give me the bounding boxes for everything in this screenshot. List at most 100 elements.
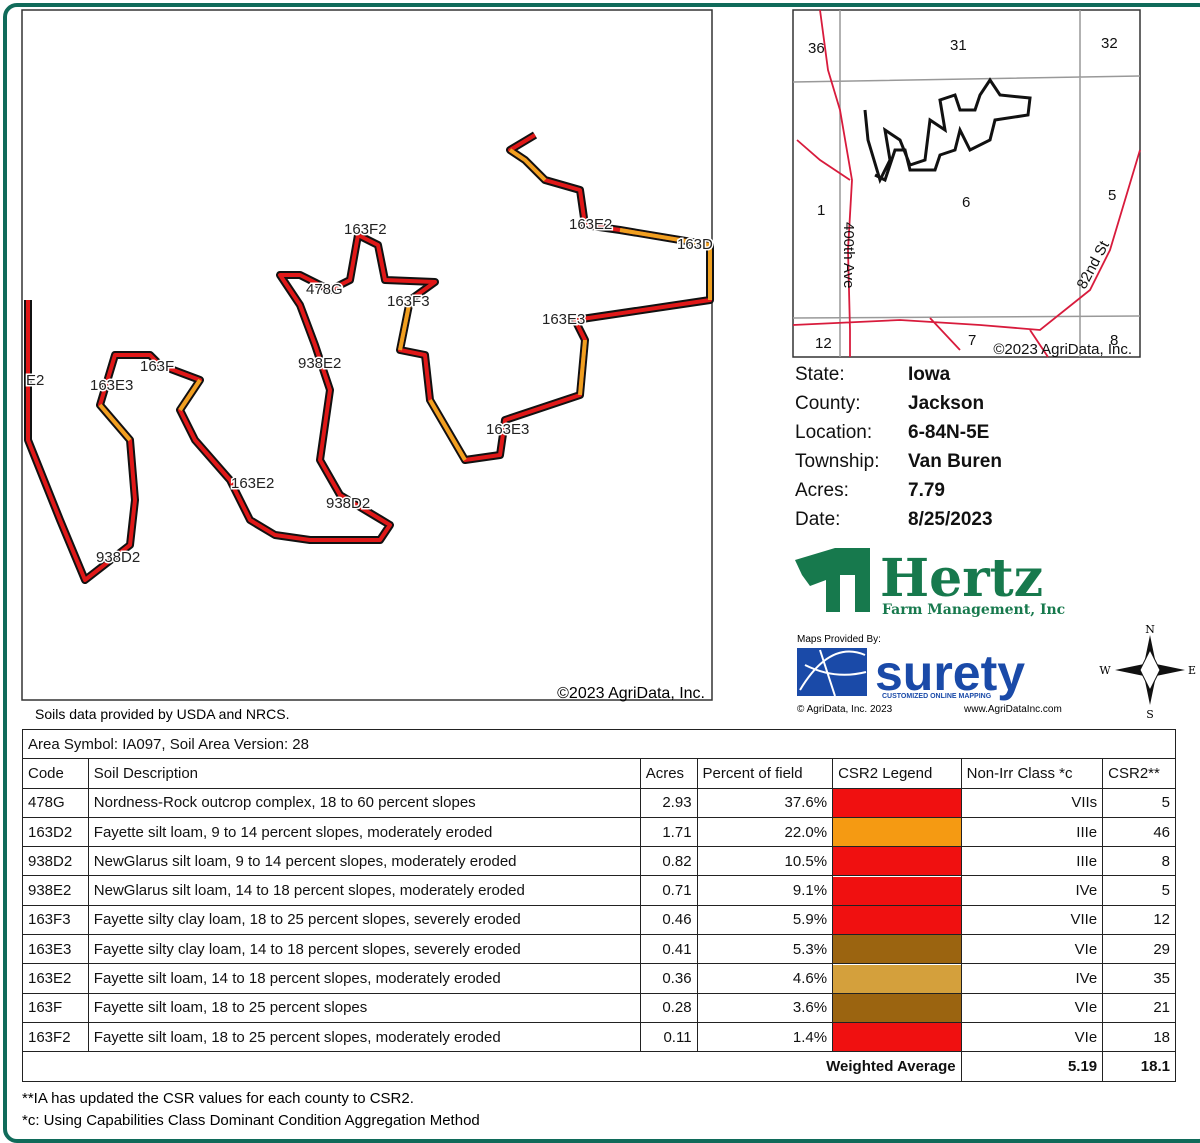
code: 163D2 — [22, 816, 89, 848]
section-lines — [792, 10, 1141, 357]
compass: N S E W — [1099, 623, 1196, 721]
table-row: 163F Fayette silt loam, 18 to 25 percent … — [22, 992, 1176, 1023]
info-value: 8/25/2023 — [908, 509, 993, 530]
swatch — [833, 876, 961, 905]
info-row: County: Jackson — [795, 389, 1002, 418]
csr2: 21 — [1102, 992, 1176, 1023]
code: 163F2 — [22, 1021, 89, 1053]
compass-center — [1139, 648, 1161, 692]
non-irr-class: IIIe — [960, 816, 1104, 848]
footnotes: **IA has updated the CSR values for each… — [22, 1088, 480, 1132]
code: 938E2 — [22, 875, 89, 906]
compass-e: E — [1188, 664, 1196, 677]
table-row: 938D2 NewGlarus silt loam, 9 to 14 percen… — [22, 846, 1176, 877]
section-label: 12 — [815, 335, 832, 352]
info-list: State: Iowa County: Jackson Location: 6-84N-5… — [795, 360, 1002, 534]
column-header: CSR2** — [1102, 758, 1176, 789]
inset-copyright: ©2023 AgriData, Inc. — [993, 341, 1132, 358]
table-row: 163F3 Fayette silty clay loam, 18 to 25 p… — [22, 904, 1176, 936]
table-row: 163E3 Fayette silty clay loam, 14 to 18 p… — [22, 934, 1176, 965]
code: 163E3 — [22, 934, 89, 965]
weighted-label: Weighted Average — [22, 1051, 962, 1082]
description: NewGlarus silt loam, 9 to 14 percent slo… — [87, 846, 641, 877]
table-row: 163D2 Fayette silt loam, 9 to 14 percent … — [22, 816, 1176, 848]
csr2: 5 — [1102, 875, 1176, 906]
info-key: Date: — [795, 509, 841, 530]
hertz-logo: Hertz Farm Management, Inc — [795, 548, 1065, 618]
table-title: Area Symbol: IA097, Soil Area Version: 2… — [22, 728, 1176, 760]
csr2-swatch — [832, 992, 962, 1023]
csr2-swatch — [832, 787, 962, 818]
info-row: Location: 6-84N-5E — [795, 418, 1002, 447]
description: Fayette silt loam, 18 to 25 percent slop… — [87, 1021, 641, 1053]
swatch — [833, 818, 961, 847]
maps: E2 163E3 163F 938D2 163E2 938E2 938D2 47… — [21, 9, 1196, 721]
map-copyright: ©2023 AgriData, Inc. — [557, 685, 705, 702]
percent: 37.6% — [696, 787, 834, 818]
soil-label: 163F2 — [344, 221, 387, 238]
table-row: 938E2 NewGlarus silt loam, 14 to 18 perce… — [22, 875, 1176, 906]
acres: 0.82 — [639, 846, 698, 877]
percent: 5.3% — [696, 934, 834, 965]
hertz-sub: Farm Management, Inc — [882, 602, 1065, 618]
swatch — [833, 935, 961, 964]
surety-globe-lines — [799, 649, 867, 697]
non-irr-class: IVe — [960, 963, 1104, 994]
acres: 0.41 — [639, 934, 698, 965]
soil-table: Area Symbol: IA097, Soil Area Version: 2… — [22, 728, 1176, 1082]
weighted-csr2: 18.1 — [1102, 1051, 1176, 1082]
column-header: CSR2 Legend — [832, 758, 962, 789]
csr2-swatch — [832, 1021, 962, 1053]
soil-label: 938D2 — [326, 495, 370, 512]
description: NewGlarus silt loam, 14 to 18 percent sl… — [87, 875, 641, 906]
info-row: Acres: 7.79 — [795, 476, 1002, 505]
info-key: Acres: — [795, 480, 849, 501]
info-row: Township: Van Buren — [795, 447, 1002, 476]
description: Fayette silt loam, 18 to 25 percent slop… — [87, 992, 641, 1023]
info-key: State: — [795, 364, 845, 385]
percent: 22.0% — [696, 816, 834, 848]
csr2: 46 — [1102, 816, 1176, 848]
section-label: 5 — [1108, 187, 1116, 204]
non-irr-class: VIIs — [960, 787, 1104, 818]
compass-w: W — [1099, 664, 1111, 677]
column-header: Non-Irr Class *c — [960, 758, 1104, 789]
weighted-class: 5.19 — [960, 1051, 1104, 1082]
footnote: *c: Using Capabilities Class Dominant Co… — [22, 1112, 480, 1129]
section-label: 6 — [962, 194, 970, 211]
soil-label: 163E3 — [90, 377, 133, 394]
soil-label: 163F — [140, 358, 174, 375]
soil-label: 163F3 — [387, 293, 430, 310]
boundary-fill — [26, 133, 712, 582]
description: Fayette silt loam, 9 to 14 percent slope… — [87, 816, 641, 848]
info-value: Jackson — [908, 393, 985, 414]
hertz-emblem — [795, 548, 870, 612]
description: Nordness-Rock outcrop complex, 18 to 60 … — [87, 787, 641, 818]
code: 938D2 — [22, 846, 89, 877]
soil-label: 938E2 — [298, 355, 341, 372]
map-labels: E2 163E3 163F 938D2 163E2 938E2 938D2 47… — [25, 215, 715, 703]
surety-url: www.AgriDataInc.com — [963, 704, 1062, 715]
description: Fayette silty clay loam, 18 to 25 percen… — [87, 904, 641, 936]
csr2-swatch — [832, 963, 962, 994]
percent: 4.6% — [696, 963, 834, 994]
surety-logo: Maps Provided By: surety CUSTOMIZED ONLI… — [797, 634, 1062, 715]
percent: 3.6% — [696, 992, 834, 1023]
non-irr-class: IVe — [960, 875, 1104, 906]
footnote: **IA has updated the CSR values for each… — [22, 1090, 414, 1107]
code: 163F3 — [22, 904, 89, 936]
section-label: 1 — [817, 202, 825, 219]
source-note: Soils data provided by USDA and NRCS. — [35, 706, 290, 722]
table-title-row: Area Symbol: IA097, Soil Area Version: 2… — [22, 728, 1176, 760]
inset-map: 36 31 32 1 6 5 12 7 8 400th Ave 82nd St … — [792, 9, 1141, 358]
soil-label: 478G — [306, 281, 343, 298]
section-label: 36 — [808, 40, 825, 57]
csr2: 8 — [1102, 846, 1176, 877]
swatch — [833, 964, 961, 993]
acres: 1.71 — [639, 816, 698, 848]
info-row: State: Iowa — [795, 360, 1002, 389]
hertz-name: Hertz — [880, 548, 1043, 609]
non-irr-class: VIIe — [960, 904, 1104, 936]
tract-outline — [863, 77, 1032, 185]
